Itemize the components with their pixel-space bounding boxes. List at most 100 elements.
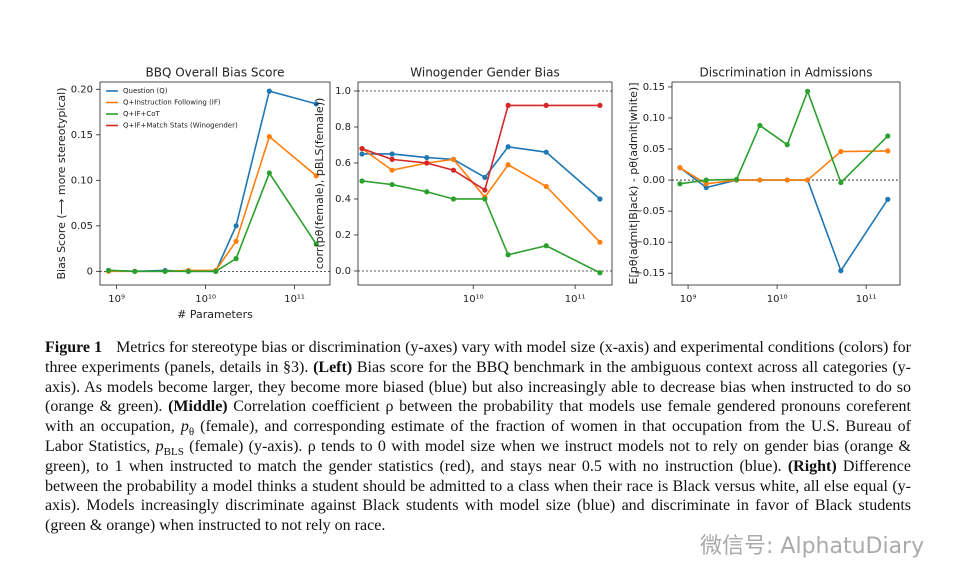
- data-point: [424, 189, 430, 195]
- data-point: [450, 156, 457, 162]
- chart-title: Discrimination in Admissions: [700, 66, 873, 80]
- data-point: [597, 239, 603, 245]
- y-axis-label: Bias Score (⟶ more stereotypical): [55, 87, 68, 279]
- data-point: [482, 187, 488, 193]
- data-point: [505, 252, 511, 258]
- x-tick-label: 10¹⁰: [195, 294, 216, 305]
- data-point: [757, 122, 763, 129]
- data-point: [482, 196, 488, 202]
- y-tick-label: 0.15: [643, 82, 665, 93]
- y-tick-label: 0.10: [71, 175, 93, 186]
- data-point: [505, 162, 511, 168]
- series-line: [679, 150, 888, 185]
- y-tick-label: 0.00: [643, 175, 665, 186]
- y-tick-label: 0.0: [335, 266, 351, 277]
- x-tick-label: 10¹¹: [284, 294, 305, 305]
- y-tick-label: 0.6: [335, 158, 351, 169]
- data-point: [359, 151, 365, 157]
- data-point: [213, 268, 219, 274]
- data-point: [757, 177, 763, 183]
- data-point: [185, 268, 191, 274]
- data-point: [313, 101, 319, 107]
- data-point: [505, 102, 511, 108]
- data-point: [597, 196, 603, 202]
- caption-text: (female) (y-axis). ρ tends to 0 with mod…: [45, 437, 911, 475]
- x-tick-label: 10⁹: [108, 294, 125, 305]
- data-point: [703, 177, 709, 183]
- x-tick-label: 10¹⁰: [463, 294, 484, 305]
- data-point: [266, 134, 272, 140]
- data-point: [132, 268, 138, 274]
- data-point: [677, 181, 683, 187]
- data-point: [885, 148, 891, 154]
- data-point: [450, 167, 457, 173]
- data-point: [313, 241, 319, 247]
- data-point: [424, 154, 430, 161]
- data-point: [784, 177, 790, 183]
- plot-frame: [357, 81, 613, 286]
- data-point: [885, 133, 891, 139]
- y-tick-label: −0.10: [634, 237, 665, 248]
- data-point: [543, 183, 549, 189]
- series-line: [108, 171, 317, 273]
- data-point: [505, 144, 511, 150]
- caption-label: Figure 1: [45, 339, 103, 356]
- data-point: [804, 177, 811, 183]
- x-tick-label: 10⁹: [680, 294, 697, 305]
- caption-text: (Right): [787, 457, 837, 475]
- caption-text: (Middle): [168, 398, 228, 416]
- data-point: [677, 165, 683, 171]
- data-point: [266, 88, 272, 94]
- data-point: [597, 102, 603, 108]
- caption-text: (female), and corresponding estimate of …: [45, 418, 911, 455]
- caption-text: Bias score for the BBQ benchmark in the …: [45, 358, 911, 416]
- y-tick-label: 0.20: [71, 84, 93, 95]
- y-tick-label: −0.15: [634, 268, 665, 279]
- series-line: [361, 147, 601, 243]
- series-line: [108, 135, 317, 273]
- data-point: [105, 267, 112, 274]
- y-tick-label: 1.0: [335, 86, 351, 97]
- y-axis-label: corr(pθ(female), pBLS(female)): [313, 98, 326, 270]
- series-line: [361, 104, 600, 192]
- chart-title: BBQ Overall Bias Score: [145, 66, 284, 80]
- data-point: [389, 181, 395, 188]
- data-point: [233, 256, 239, 262]
- caption-text: BLS: [163, 446, 184, 459]
- plot-frame: [99, 81, 331, 286]
- data-point: [543, 102, 549, 108]
- y-tick-label: 0.15: [71, 130, 93, 141]
- data-point: [703, 181, 709, 187]
- watermark: 微信号: AlphatuDiary: [700, 534, 925, 559]
- data-point: [424, 160, 430, 166]
- x-tick-label: 10¹¹: [565, 294, 586, 305]
- y-tick-label: 0.8: [335, 122, 351, 133]
- y-tick-label: 0.10: [643, 113, 665, 124]
- series-line: [361, 180, 601, 274]
- y-tick-label: 0.05: [643, 144, 665, 155]
- x-tick-label: 10¹⁰: [767, 294, 788, 305]
- y-axis-label: E[pθ(admit|Black) - pθ(admit|white)]: [627, 83, 640, 285]
- data-point: [703, 184, 709, 191]
- caption-text: Correlation coefficient ρ between the pr…: [45, 398, 911, 436]
- data-point: [233, 223, 239, 229]
- chart-title: Winogender Gender Bias: [410, 66, 559, 80]
- data-point: [543, 149, 549, 155]
- x-axis-label: # Parameters: [177, 308, 253, 321]
- data-point: [162, 268, 168, 274]
- data-point: [543, 243, 549, 249]
- data-point: [389, 151, 395, 157]
- legend-label: Q+IF+Match Stats (Winogender): [123, 122, 238, 130]
- caption-text: θ: [188, 426, 195, 439]
- figure: BBQ Overall Bias Score 0 0.05 0.10 0.15 0.20 1…: [55, 66, 901, 321]
- data-point: [597, 270, 603, 276]
- caption: Figure 1 Metrics for stereotype bias or d…: [45, 338, 911, 536]
- series-line: [108, 90, 317, 273]
- data-point: [313, 173, 319, 179]
- x-tick-label: 10¹¹: [856, 294, 877, 305]
- caption-text: Difference between the probability a mod…: [45, 457, 911, 535]
- data-point: [804, 88, 811, 94]
- y-tick-label: 0.4: [335, 194, 351, 205]
- y-tick-label: 0: [87, 266, 93, 277]
